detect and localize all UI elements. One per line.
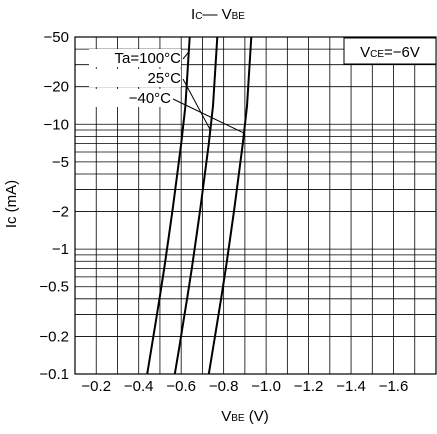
x-tick-label: −1.4 — [336, 378, 366, 395]
series-line — [146, 36, 191, 375]
x-tick-labels: −0.2 −0.4 −0.6 −0.8 −1.0 −1.2 −1.4 −1.6 — [81, 378, 408, 395]
chart-title-ic-sub: C — [195, 11, 202, 22]
plot-frame — [74, 36, 437, 375]
y-tick-label: −1 — [52, 241, 69, 258]
x-axis-label-sub: BE — [231, 413, 245, 424]
condition-text: VCE=−6V — [360, 44, 420, 61]
chart-title-vbe-sub: BE — [232, 11, 246, 22]
curve-annotation-label: −40°C — [129, 90, 171, 107]
curve-annotations: Ta=100°C 25°C −40°C — [79, 49, 245, 134]
chart-title: IC— VBE — [191, 6, 245, 23]
annotation-label-background — [79, 89, 171, 107]
y-tick-label: −0.5 — [39, 279, 69, 296]
grid — [75, 37, 436, 374]
x-tick-label: −0.2 — [81, 378, 111, 395]
condition-rest: =−6V — [384, 44, 420, 61]
annotation-leader-line — [182, 78, 211, 131]
y-tick-label: −0.1 — [39, 366, 69, 383]
series-line — [173, 36, 219, 375]
annotation-leader-line — [182, 51, 190, 60]
y-tick-label: −2 — [52, 204, 69, 221]
y-tick-label: −0.2 — [39, 328, 69, 345]
series-line — [207, 36, 253, 375]
x-tick-label: −1.6 — [379, 378, 409, 395]
curve-annotation-label: Ta=100°C — [115, 50, 182, 67]
y-tick-label: −20 — [44, 79, 69, 96]
y-axis-label: Ic (mA) — [3, 180, 20, 228]
condition-box-frame — [343, 37, 437, 65]
x-axis-label-unit: (V) — [245, 408, 269, 425]
condition-box: VCE=−6V — [343, 37, 437, 65]
curve-annotation-label: 25°C — [147, 70, 181, 87]
chart-title-ic: I — [191, 6, 195, 23]
x-axis-label: VBE (V) — [221, 408, 269, 425]
y-tick-label: −5 — [52, 154, 69, 171]
x-tick-label: −0.6 — [166, 378, 196, 395]
condition-v: V — [360, 44, 370, 61]
y-tick-label: −10 — [44, 116, 69, 133]
annotation-leader-line — [172, 98, 245, 134]
y-tick-labels: −50 −20 −10 −5 −2 −1 −0.5 −0.2 −0.1 — [39, 29, 69, 383]
annotation-label-background — [89, 49, 181, 67]
condition-sub: CE — [370, 49, 384, 60]
x-axis-label-v: V — [221, 408, 231, 425]
x-tick-label: −1.0 — [251, 378, 281, 395]
x-tick-label: −0.4 — [124, 378, 154, 395]
curves — [146, 36, 253, 375]
annotation-label-background — [89, 69, 181, 87]
x-tick-label: −0.8 — [209, 378, 239, 395]
x-tick-label: −1.2 — [294, 378, 324, 395]
chart-title-dash: — V — [202, 6, 231, 23]
y-tick-label: −50 — [44, 29, 69, 46]
